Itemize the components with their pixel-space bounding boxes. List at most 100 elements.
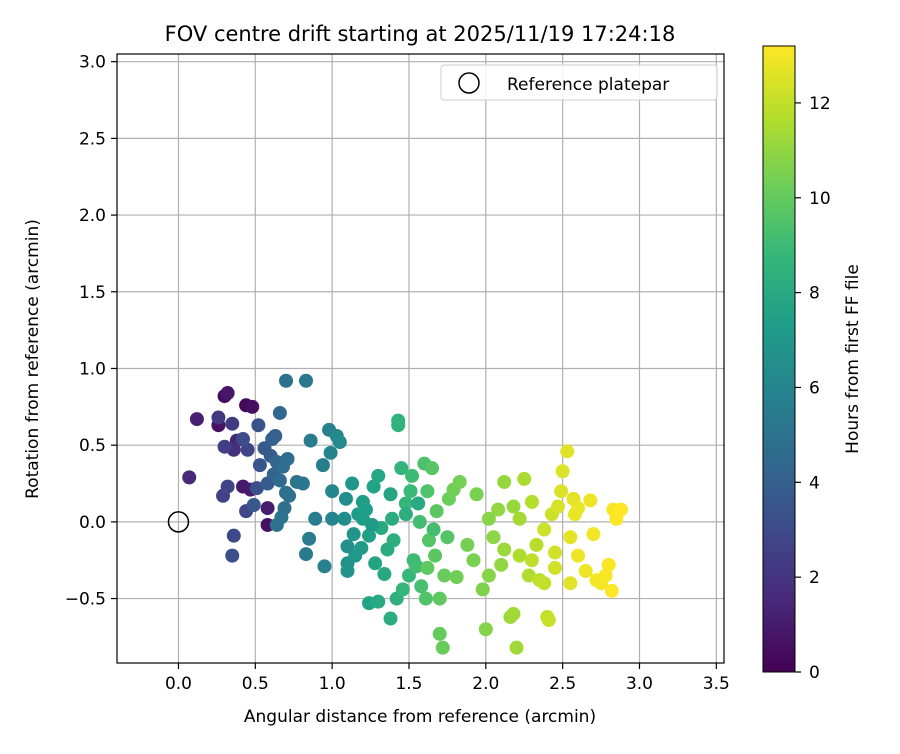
colorbar-tick-label: 6 [809,378,820,398]
data-point [425,461,440,476]
data-point [302,531,317,546]
data-point [466,553,481,568]
data-point [432,591,447,606]
data-point [401,568,416,583]
data-point [486,530,501,545]
colorbar-tick-label: 4 [809,473,820,493]
data-point [414,579,429,594]
data-point [225,548,240,563]
data-point [469,487,484,502]
data-point [604,583,619,598]
data-point [386,533,401,548]
data-point [554,484,569,499]
y-axis-ticks: −0.5 0.0 0.5 1.0 1.5 2.0 2.5 3.0 [65,53,117,610]
data-point [274,510,289,525]
data-point [260,501,275,516]
data-point [338,491,353,506]
data-point [398,496,413,511]
data-point [332,435,347,450]
data-point [394,461,409,476]
data-point [524,553,539,568]
colorbar-label: Hours from first FF file [843,264,863,454]
data-point [583,493,598,508]
x-tick-label: 1.0 [319,674,346,694]
data-point [578,563,593,578]
data-point [325,484,340,499]
colorbar-tick-label: 8 [809,284,820,304]
y-tick-label: 2.0 [79,206,106,226]
data-point [211,410,226,425]
data-point [460,537,475,552]
data-point [340,539,355,554]
data-point [452,474,467,489]
data-point [481,511,496,526]
data-point [440,530,455,545]
data-point [308,511,323,526]
data-point [182,470,197,485]
data-point [547,545,562,560]
data-point [428,548,443,563]
data-point [524,494,539,509]
data-point [478,622,493,637]
data-point [601,557,616,572]
data-point [547,560,562,575]
data-point [571,548,586,563]
data-point [346,527,361,542]
legend-box [440,64,718,101]
legend-marker [458,72,480,94]
x-axis-ticks: 0.0 0.5 1.0 1.5 2.0 2.5 3.0 3.5 [165,663,730,694]
y-tick-label: 0.5 [79,436,106,456]
data-point [383,487,398,502]
data-point [537,576,552,591]
data-point [220,479,235,494]
data-point [529,537,544,552]
data-point [497,542,512,557]
x-tick-label: 3.0 [626,674,653,694]
y-tick-label: 1.0 [79,359,106,379]
colorbar-tick-label: 12 [809,94,831,114]
colorbar: 0 2 4 6 8 10 12 Hours from first FF file [762,45,863,683]
data-point [429,504,444,519]
data-point [398,507,413,522]
data-point [282,488,297,503]
data-point [421,533,436,548]
data-point [362,528,377,543]
data-point [337,511,352,526]
x-tick-label: 2.5 [549,674,576,694]
data-point [295,476,310,491]
data-point [506,499,521,514]
plot-frame [116,53,725,664]
data-point [217,439,232,454]
colorbar-tick-label: 0 [809,663,820,683]
legend-label: Reference platepar [507,75,669,95]
legend: Reference platepar [440,64,718,101]
data-point [279,373,294,388]
data-point [494,557,509,572]
data-point [506,606,521,621]
x-tick-label: 1.5 [395,674,422,694]
data-point [555,464,570,479]
data-point [449,570,464,585]
y-tick-label: 1.5 [79,283,106,303]
data-point [403,484,418,499]
data-point [299,373,314,388]
data-point [481,568,496,583]
y-tick-label: 0.0 [79,513,106,533]
data-point [299,547,314,562]
data-point [272,473,287,488]
data-point [189,412,204,427]
data-point [246,497,261,512]
data-point [475,582,490,597]
x-tick-label: 0.0 [165,674,192,694]
data-point [272,405,287,420]
data-point [426,522,441,537]
data-point [571,501,586,516]
colorbar-gradient [762,45,796,673]
data-point [598,568,613,583]
data-point [366,479,381,494]
data-point [345,476,360,491]
data-point [391,418,406,433]
x-axis-label: Angular distance from reference (arcmin) [244,707,596,727]
